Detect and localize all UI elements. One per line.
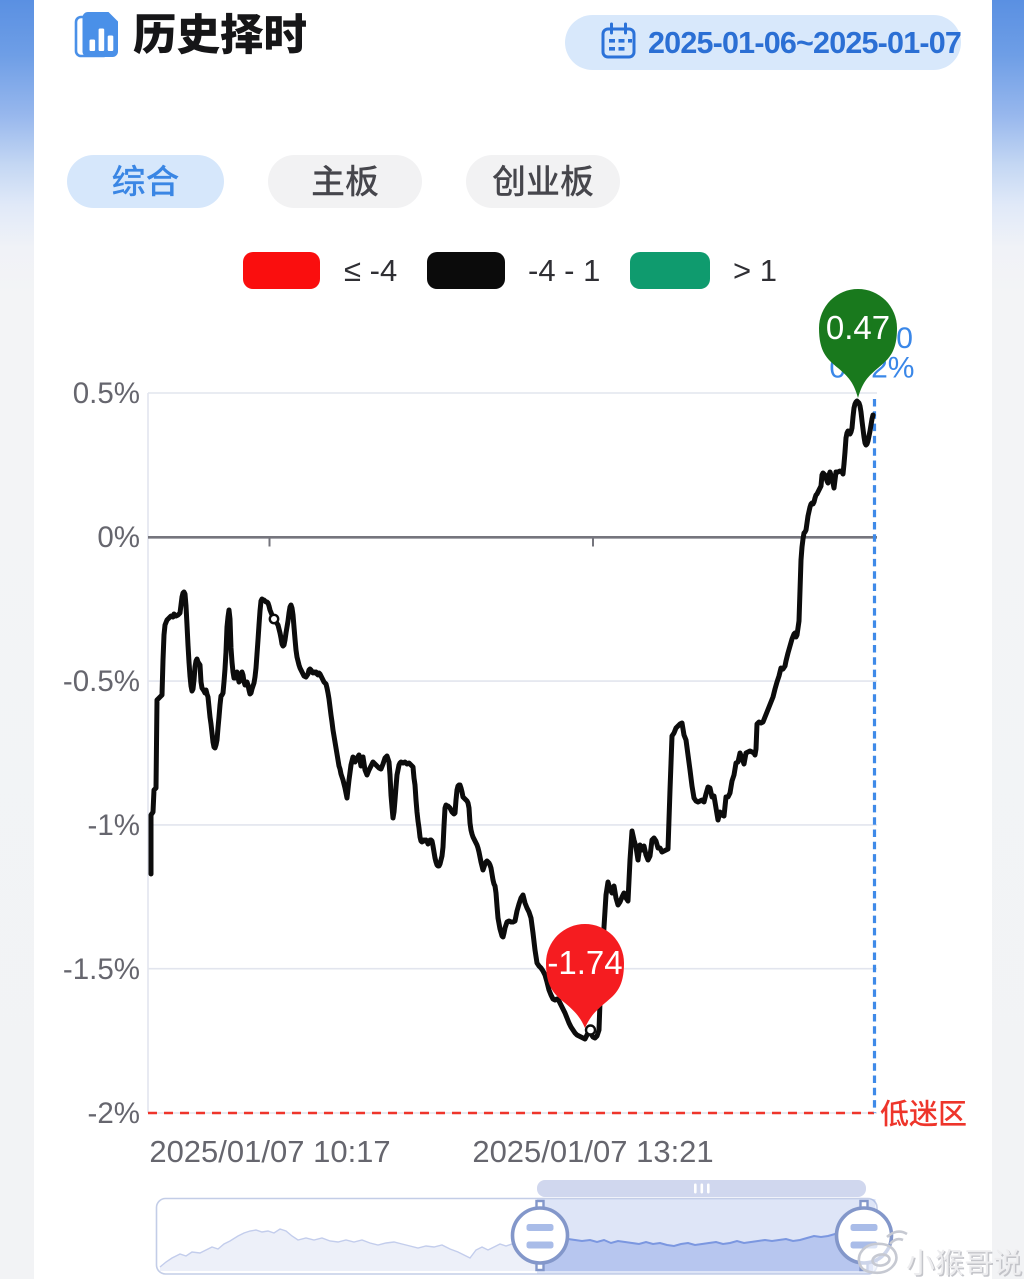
- svg-text:≤ -4: ≤ -4: [344, 253, 397, 288]
- svg-text:0.47: 0.47: [826, 309, 890, 346]
- svg-text:0%: 0%: [97, 521, 140, 554]
- svg-text:2025/01/07 13:21: 2025/01/07 13:21: [472, 1134, 713, 1169]
- svg-text:-1.5%: -1.5%: [63, 953, 140, 986]
- svg-text:-1.74: -1.74: [547, 944, 622, 981]
- svg-text:-0.5%: -0.5%: [63, 665, 140, 698]
- svg-text:> 1: > 1: [733, 253, 777, 288]
- svg-text:-1%: -1%: [88, 809, 140, 842]
- svg-text:2025-01-06~2025-01-07: 2025-01-06~2025-01-07: [648, 26, 961, 60]
- svg-text:0.5%: 0.5%: [73, 377, 140, 410]
- svg-text:-2%: -2%: [88, 1097, 140, 1130]
- svg-text:-4 - 1: -4 - 1: [528, 253, 600, 288]
- svg-text:2025/01/07 10:17: 2025/01/07 10:17: [149, 1134, 390, 1169]
